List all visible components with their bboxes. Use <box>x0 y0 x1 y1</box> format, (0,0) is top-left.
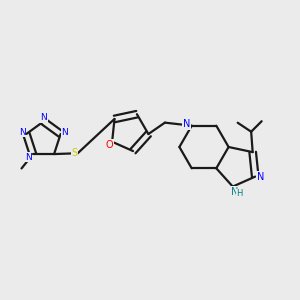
Text: N: N <box>61 128 68 136</box>
Text: S: S <box>71 148 77 158</box>
Text: N: N <box>40 113 47 122</box>
Text: N: N <box>257 172 264 182</box>
Text: H: H <box>236 189 242 198</box>
Text: O: O <box>105 140 113 150</box>
Text: N: N <box>231 187 238 197</box>
Text: N: N <box>25 153 32 162</box>
Text: N: N <box>183 119 190 130</box>
Text: N: N <box>19 128 26 136</box>
